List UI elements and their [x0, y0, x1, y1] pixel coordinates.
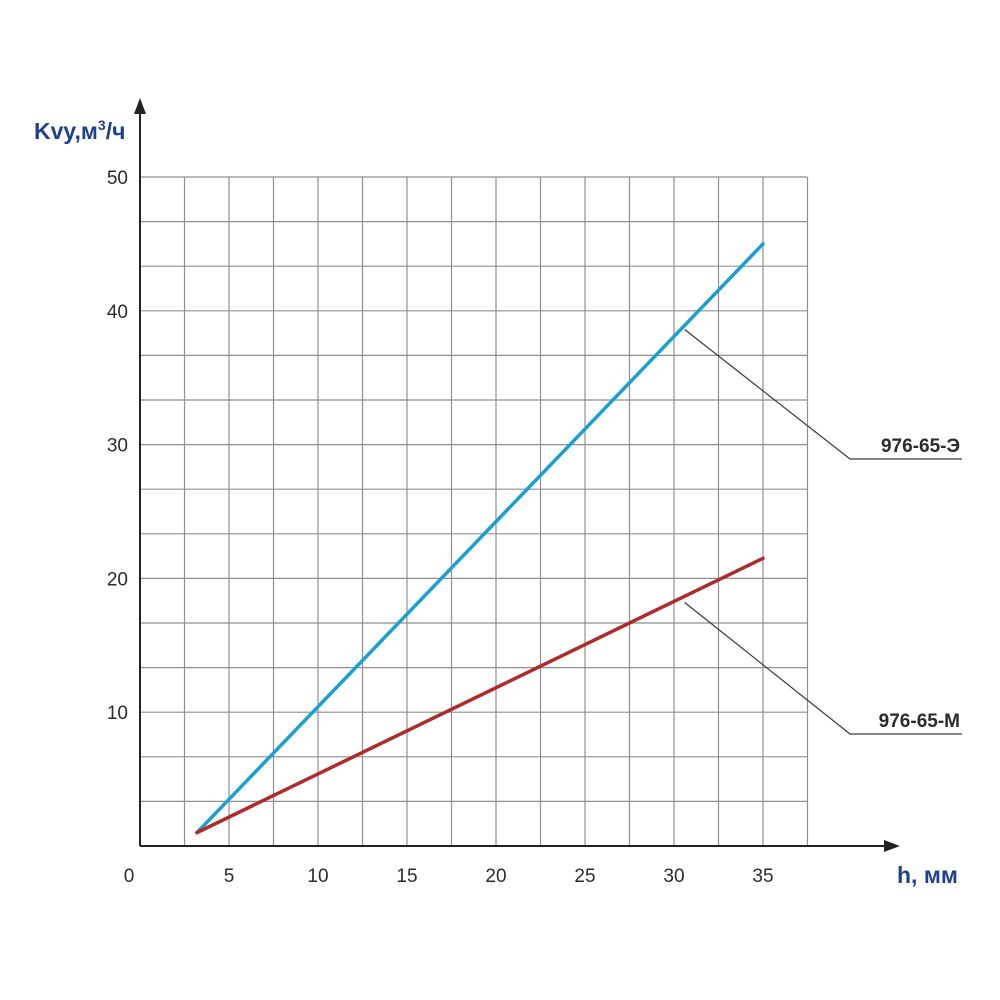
- x-tick-label: 5: [224, 866, 235, 887]
- y-tick-label: 30: [107, 436, 128, 457]
- x-tick-label: 15: [396, 866, 417, 887]
- x-tick-label: 30: [663, 866, 684, 887]
- y-axis-title-main: Kvy,м: [34, 118, 98, 144]
- series-leader-line: [684, 329, 962, 460]
- labels: 0 5 10 15 20 25 30 35 10 20 30 40 50 976-65-Э 976-65-М: [107, 168, 962, 887]
- x-tick-label: 25: [574, 866, 595, 887]
- y-tick-label: 10: [107, 703, 128, 724]
- x-axis-arrow-icon: [884, 840, 900, 852]
- x-tick-label: 10: [307, 866, 328, 887]
- y-tick-label: 20: [107, 569, 128, 590]
- y-axis-title-tail: /ч: [106, 118, 126, 144]
- x-tick-label: 20: [485, 866, 506, 887]
- y-axis-title: Kvy,м3/ч: [34, 117, 125, 144]
- y-tick-label: 40: [107, 302, 128, 323]
- series: [195, 242, 765, 835]
- y-tick-label: 50: [107, 168, 128, 189]
- x-tick-label: 35: [752, 866, 773, 887]
- series-label: 976-65-М: [879, 711, 960, 732]
- x-axis-title: h, мм: [897, 862, 958, 888]
- x-tick-label: 0: [124, 866, 135, 887]
- grid: [140, 176, 809, 846]
- y-axis-title-sup: 3: [98, 117, 106, 133]
- y-axis-arrow-icon: [134, 98, 146, 114]
- axes: [134, 98, 900, 852]
- series-label: 976-65-Э: [881, 436, 960, 457]
- series-line-2: [195, 556, 765, 835]
- series-leader-line: [684, 602, 962, 735]
- series-line-1: [195, 242, 765, 835]
